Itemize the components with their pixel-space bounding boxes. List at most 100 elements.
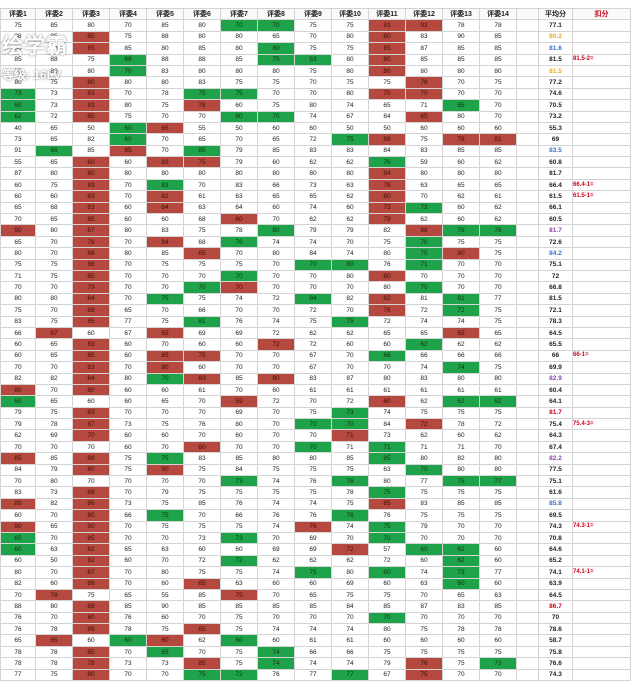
score-cell[interactable]: 70 [35, 509, 73, 522]
score-cell[interactable]: 70 [294, 258, 332, 272]
deduction-cell[interactable] [572, 326, 631, 340]
score-cell[interactable]: 80 [35, 167, 73, 180]
score-cell[interactable]: 70 [405, 588, 443, 602]
score-cell[interactable]: 75 [405, 406, 443, 420]
score-cell[interactable]: 60 [0, 509, 36, 522]
score-cell[interactable]: 74 [257, 497, 295, 511]
score-cell[interactable]: 82 [35, 497, 73, 511]
blank-cell[interactable] [516, 372, 539, 385]
average-cell[interactable]: 84.2 [538, 247, 573, 260]
score-cell[interactable]: 62 [479, 338, 517, 351]
blank-cell[interactable] [516, 53, 539, 66]
score-cell[interactable]: 60 [0, 178, 36, 192]
score-cell[interactable]: 72 [294, 133, 332, 146]
score-cell[interactable]: 70 [479, 520, 517, 533]
score-cell[interactable]: 70 [109, 258, 147, 272]
score-cell[interactable]: 75 [442, 406, 480, 420]
score-cell[interactable]: 78 [0, 645, 36, 659]
score-cell[interactable]: 70 [442, 269, 480, 283]
score-cell[interactable]: 76 [331, 509, 369, 522]
score-cell[interactable]: 75 [183, 486, 221, 499]
score-cell[interactable]: 80 [405, 167, 443, 180]
blank-cell[interactable] [516, 292, 539, 306]
deduction-cell[interactable] [572, 99, 631, 112]
score-cell[interactable]: 60 [0, 554, 36, 568]
score-cell[interactable]: 87 [331, 372, 369, 385]
blank-cell[interactable] [516, 554, 539, 568]
score-cell[interactable]: 85 [72, 30, 110, 44]
deduction-cell[interactable] [572, 531, 631, 545]
average-cell[interactable]: 70 [538, 611, 573, 625]
score-cell[interactable]: 65 [257, 30, 295, 44]
score-cell[interactable]: 88 [0, 600, 36, 613]
blank-cell[interactable] [516, 543, 539, 556]
score-cell[interactable]: 80 [220, 30, 258, 44]
score-cell[interactable]: 66 [442, 349, 480, 363]
blank-cell[interactable] [516, 566, 539, 579]
blank-cell[interactable] [516, 429, 539, 442]
score-cell[interactable]: 60 [405, 554, 443, 568]
score-cell[interactable]: 75 [442, 657, 480, 670]
score-cell[interactable]: 75 [294, 64, 332, 78]
score-cell[interactable]: 74 [405, 361, 443, 374]
score-cell[interactable]: 77 [479, 474, 517, 488]
score-cell[interactable]: 60 [109, 156, 147, 169]
deduction-cell[interactable] [572, 110, 631, 123]
score-cell[interactable]: 60 [257, 201, 295, 215]
score-cell[interactable]: 79 [72, 281, 110, 294]
score-cell[interactable]: 78 [0, 657, 36, 670]
deduction-cell[interactable] [572, 224, 631, 237]
score-cell[interactable]: 50 [331, 121, 369, 135]
score-cell[interactable]: 60 [146, 634, 184, 647]
score-cell[interactable]: 70 [479, 258, 517, 272]
score-cell[interactable]: 78 [146, 87, 184, 101]
score-cell[interactable]: 80 [35, 600, 73, 613]
score-cell[interactable]: 66 [405, 349, 443, 363]
score-cell[interactable]: 79 [405, 520, 443, 533]
score-cell[interactable]: 66 [183, 304, 221, 317]
score-cell[interactable]: 72 [257, 395, 295, 408]
deduction-cell[interactable] [572, 611, 631, 625]
score-cell[interactable]: 70 [183, 178, 221, 192]
column-header-judge[interactable]: 评委1 [0, 7, 36, 21]
blank-cell[interactable] [516, 338, 539, 351]
score-cell[interactable]: 61 [405, 383, 443, 397]
score-cell[interactable]: 75 [331, 19, 369, 32]
score-cell[interactable]: 70 [183, 269, 221, 283]
score-cell[interactable]: 77 [479, 292, 517, 306]
score-cell[interactable]: 65 [0, 531, 36, 545]
score-cell[interactable]: 78 [331, 486, 369, 499]
score-cell[interactable]: 75 [183, 566, 221, 579]
score-cell[interactable]: 70 [220, 19, 258, 32]
score-cell[interactable]: 70 [257, 429, 295, 442]
score-cell[interactable]: 90 [72, 520, 110, 533]
score-cell[interactable]: 75 [368, 235, 406, 249]
score-cell[interactable]: 75 [479, 235, 517, 249]
score-cell[interactable]: 75 [183, 224, 221, 237]
score-cell[interactable]: 75 [146, 99, 184, 112]
score-cell[interactable]: 74 [257, 474, 295, 488]
score-cell[interactable]: 82 [35, 372, 73, 385]
score-cell[interactable]: 70 [183, 474, 221, 488]
score-cell[interactable]: 70 [405, 463, 443, 477]
score-cell[interactable]: 85 [183, 657, 221, 670]
deduction-cell[interactable] [572, 304, 631, 317]
column-header-judge[interactable]: 评委8 [257, 7, 295, 21]
score-cell[interactable]: 73 [220, 531, 258, 545]
score-cell[interactable]: 80 [368, 623, 406, 636]
score-cell[interactable]: 65 [257, 190, 295, 203]
score-cell[interactable]: 72 [442, 304, 480, 317]
score-cell[interactable]: 68 [368, 133, 406, 146]
score-cell[interactable]: 75 [109, 452, 147, 465]
average-cell[interactable]: 74.1 [538, 566, 573, 579]
score-cell[interactable]: 76 [220, 315, 258, 328]
score-cell[interactable]: 62 [0, 110, 36, 123]
score-cell[interactable]: 80 [331, 64, 369, 78]
score-cell[interactable]: 85 [220, 452, 258, 465]
score-cell[interactable]: 71 [442, 440, 480, 454]
score-cell[interactable]: 70 [405, 269, 443, 283]
score-cell[interactable]: 63 [220, 577, 258, 590]
score-cell[interactable]: 75 [294, 315, 332, 328]
score-cell[interactable]: 76 [294, 509, 332, 522]
blank-cell[interactable] [516, 167, 539, 180]
